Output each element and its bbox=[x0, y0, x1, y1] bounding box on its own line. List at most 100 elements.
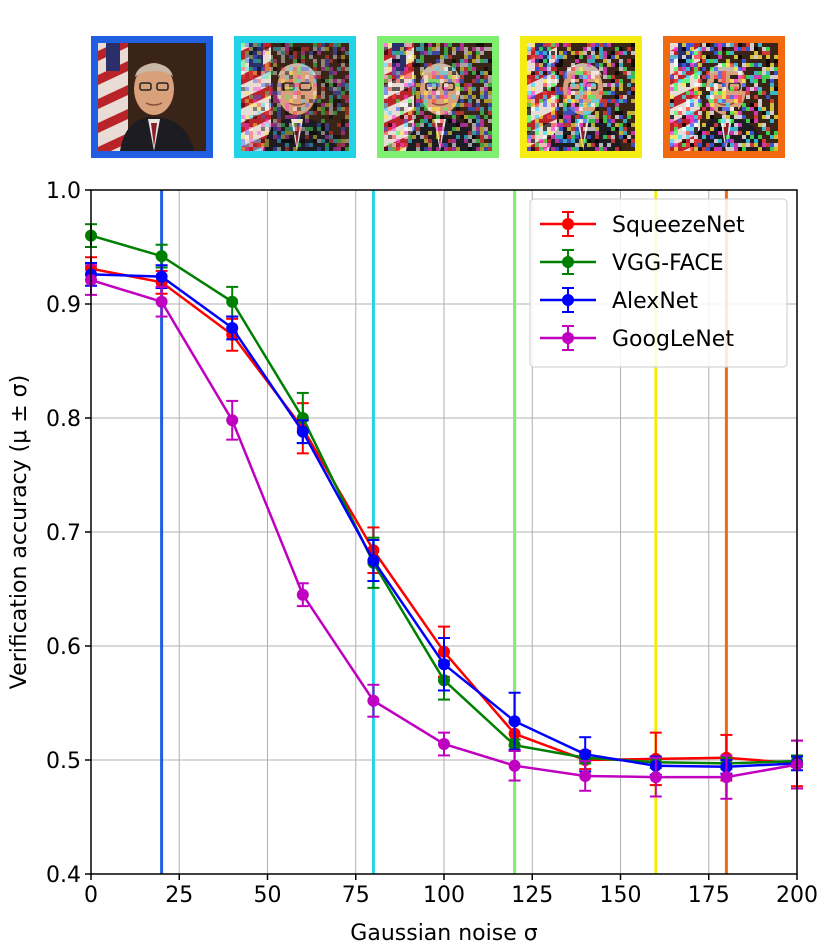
noise-pixel bbox=[603, 67, 607, 71]
noise-pixel bbox=[432, 107, 436, 111]
noise-pixel bbox=[480, 111, 484, 115]
noise-pixel bbox=[531, 99, 535, 103]
noise-pixel bbox=[762, 111, 766, 115]
noise-pixel bbox=[535, 51, 539, 55]
noise-pixel bbox=[432, 123, 436, 127]
noise-pixel bbox=[575, 75, 579, 79]
noise-pixel bbox=[762, 71, 766, 75]
noise-pixel bbox=[293, 95, 297, 99]
noise-pixel bbox=[400, 147, 404, 151]
noise-pixel bbox=[484, 127, 488, 131]
noise-pixel bbox=[440, 79, 444, 83]
noise-pixel bbox=[595, 135, 599, 139]
noise-pixel bbox=[726, 51, 730, 55]
noise-pixel bbox=[428, 139, 432, 143]
noise-pixel bbox=[738, 143, 742, 147]
noise-pixel bbox=[555, 135, 559, 139]
noise-pixel bbox=[595, 55, 599, 59]
legend-box bbox=[529, 198, 788, 368]
noise-pixel bbox=[551, 43, 555, 47]
noise-pixel bbox=[420, 135, 424, 139]
noise-pixel bbox=[774, 115, 778, 119]
noise-pixel bbox=[460, 115, 464, 119]
noise-pixel bbox=[543, 127, 547, 131]
noise-pixel bbox=[428, 143, 432, 147]
noise-pixel bbox=[261, 51, 265, 55]
noise-pixel bbox=[476, 99, 480, 103]
noise-pixel bbox=[587, 83, 591, 87]
mouth bbox=[288, 102, 306, 106]
noise-pixel bbox=[416, 59, 420, 63]
noise-pixel bbox=[432, 99, 436, 103]
noise-pixel bbox=[337, 59, 341, 63]
noise-pixel bbox=[436, 91, 440, 95]
noise-pixel bbox=[563, 123, 567, 127]
noise-pixel bbox=[333, 103, 337, 107]
noise-pixel bbox=[543, 43, 547, 47]
noise-pixel bbox=[555, 63, 559, 67]
noise-pixel bbox=[249, 51, 253, 55]
noise-pixel bbox=[388, 111, 392, 115]
noise-pixel bbox=[738, 43, 742, 47]
noise-pixel bbox=[722, 79, 726, 83]
noise-pixel bbox=[591, 83, 595, 87]
noise-pixel bbox=[587, 139, 591, 143]
noise-pixel bbox=[730, 95, 734, 99]
noise-pixel bbox=[587, 55, 591, 59]
noise-pixel bbox=[424, 43, 428, 47]
noise-pixel bbox=[313, 99, 317, 103]
noise-pixel bbox=[547, 43, 551, 47]
noise-pixel bbox=[734, 43, 738, 47]
noise-pixel bbox=[281, 131, 285, 135]
noise-pixel bbox=[333, 147, 337, 151]
noise-pixel bbox=[241, 59, 245, 63]
noise-pixel bbox=[464, 55, 468, 59]
noise-pixel bbox=[392, 135, 396, 139]
noise-pixel bbox=[571, 75, 575, 79]
noise-pixel bbox=[770, 87, 774, 91]
noise-pixel bbox=[547, 135, 551, 139]
noise-pixel bbox=[694, 91, 698, 95]
noise-pixel bbox=[754, 83, 758, 87]
noise-pixel bbox=[404, 131, 408, 135]
noise-pixel bbox=[273, 99, 277, 103]
noise-pixel bbox=[456, 63, 460, 67]
noise-pixel bbox=[698, 99, 702, 103]
noise-pixel bbox=[674, 47, 678, 51]
noise-pixel bbox=[412, 87, 416, 91]
noise-pixel bbox=[245, 147, 249, 151]
noise-pixel bbox=[337, 147, 341, 151]
noise-pixel bbox=[670, 103, 674, 107]
noise-pixel bbox=[670, 87, 674, 91]
noise-pixel bbox=[313, 51, 317, 55]
noise-pixel bbox=[253, 47, 257, 51]
noise-pixel bbox=[631, 79, 635, 83]
noise-pixel bbox=[551, 103, 555, 107]
noise-pixel bbox=[281, 67, 285, 71]
noise-pixel bbox=[285, 87, 289, 91]
noise-pixel bbox=[277, 139, 281, 143]
noise-pixel bbox=[726, 59, 730, 63]
noise-pixel bbox=[611, 79, 615, 83]
noise-pixel bbox=[702, 147, 706, 151]
noise-pixel bbox=[762, 143, 766, 147]
noise-pixel bbox=[766, 143, 770, 147]
noise-pixel bbox=[595, 43, 599, 47]
noise-pixel bbox=[682, 95, 686, 99]
noise-pixel bbox=[265, 111, 269, 115]
noise-pixel bbox=[313, 79, 317, 83]
noise-pixel bbox=[615, 55, 619, 59]
noise-pixel bbox=[404, 127, 408, 131]
noise-pixel bbox=[412, 75, 416, 79]
noise-pixel bbox=[452, 139, 456, 143]
noise-pixel bbox=[535, 119, 539, 123]
noise-pixel bbox=[432, 83, 436, 87]
noise-pixel bbox=[472, 135, 476, 139]
noise-pixel bbox=[746, 119, 750, 123]
noise-pixel bbox=[317, 107, 321, 111]
noise-pixel bbox=[575, 143, 579, 147]
noise-pixel bbox=[571, 111, 575, 115]
noise-pixel bbox=[722, 71, 726, 75]
noise-pixel bbox=[488, 99, 492, 103]
noise-pixel bbox=[575, 71, 579, 75]
